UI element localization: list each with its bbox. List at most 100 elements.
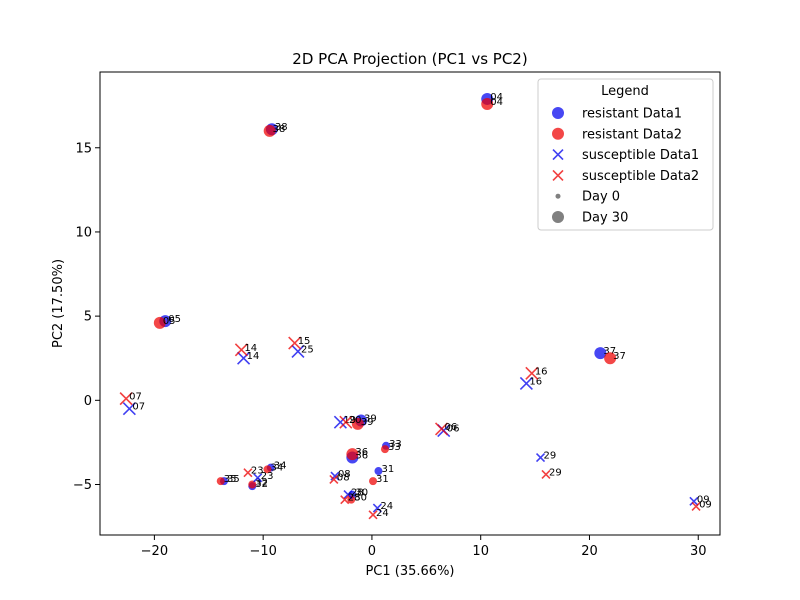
legend-label: Day 0: [582, 190, 620, 205]
data-point: [291, 344, 305, 359]
data-point: [525, 366, 539, 380]
point-label: 08: [338, 469, 351, 480]
y-tick-label: 5: [84, 310, 92, 325]
x-axis: −20 −10 0 10 20 30: [141, 535, 707, 559]
point-label: 19: [343, 415, 356, 426]
data-point: [343, 490, 353, 500]
data-point: [153, 316, 166, 329]
data-point: [119, 392, 133, 406]
point-label: 31: [376, 474, 389, 485]
legend-entry: resistant Data1: [552, 107, 682, 122]
chart-title: 2D PCA Projection (PC1 vs PC2): [292, 50, 527, 68]
data-point: [234, 343, 248, 357]
point-label: 25: [301, 344, 314, 355]
point-label: 34: [271, 462, 284, 473]
point-label: 38: [275, 122, 288, 133]
x-tick-label: 20: [581, 544, 598, 559]
y-axis: −5 0 5 10 15: [73, 141, 100, 493]
legend-label: susceptible Data2: [582, 169, 699, 184]
point-label: 30: [354, 493, 367, 504]
point-label: 16: [529, 376, 542, 387]
point-label: 23: [261, 471, 274, 482]
data-point: [346, 448, 359, 461]
legend: Legend resistant Data1 resistant Data2 sus…: [537, 78, 714, 231]
y-tick-label: −5: [73, 478, 92, 493]
point-label: 16: [535, 366, 548, 377]
data-point: [122, 402, 136, 416]
legend-marker: [552, 149, 564, 161]
x-tick-label: 10: [472, 544, 489, 559]
legend-entries: resistant Data1 resistant Data2 susceptibl…: [552, 107, 699, 226]
point-label: 36: [355, 447, 368, 458]
legend-title: Legend: [601, 84, 649, 99]
legend-entry: resistant Data2: [552, 127, 682, 142]
legend-label: susceptible Data1: [582, 148, 699, 163]
data-point: [369, 477, 378, 486]
legend-entry: susceptible Data1: [552, 148, 699, 163]
data-point: [351, 417, 364, 430]
point-label: 15: [298, 336, 311, 347]
point-label: 38: [273, 124, 286, 135]
y-tick-label: 10: [75, 225, 92, 240]
data-point: [434, 422, 449, 436]
data-point: [237, 351, 251, 365]
legend-label: Day 30: [582, 211, 628, 226]
data-point: [263, 124, 276, 137]
x-tick-label: −20: [141, 544, 168, 559]
y-tick-label: 0: [84, 394, 92, 409]
point-label: 24: [380, 501, 393, 512]
point-label: 07: [132, 402, 145, 413]
plot-frame: [99, 71, 721, 536]
x-tick-label: −10: [249, 544, 276, 559]
point-label: 34: [274, 461, 287, 472]
data-point: [347, 495, 356, 504]
y-axis-title: PC2 (17.50%): [51, 259, 66, 348]
legend-entry: Day 0: [555, 190, 620, 205]
data-point: [253, 473, 263, 483]
point-label: 37: [613, 351, 626, 362]
data-point: [333, 415, 347, 429]
point-label: 23: [251, 466, 264, 477]
data-point: [243, 468, 253, 478]
data-point: [368, 510, 378, 520]
legend-entry: Day 30: [552, 211, 628, 226]
y-tick-label: 15: [75, 141, 92, 156]
data-point: [541, 469, 551, 479]
data-point: [216, 477, 225, 486]
data-point: [604, 352, 617, 365]
data-point: [248, 480, 257, 489]
legend-marker: [552, 169, 564, 181]
point-label: 07: [129, 392, 142, 403]
data-point: [594, 347, 607, 360]
point-label: 05: [163, 316, 176, 327]
point-label: 04: [490, 92, 503, 103]
point-label: 29: [544, 451, 557, 462]
point-label: 39: [364, 414, 377, 425]
point-label: 35: [224, 474, 237, 485]
data-point: [288, 336, 302, 350]
legend-label: resistant Data1: [582, 107, 682, 122]
x-tick-label: 30: [690, 544, 707, 559]
point-label: 06: [445, 422, 458, 433]
point-label: 37: [603, 346, 616, 357]
legend-box: [537, 78, 714, 231]
x-tick-label: 0: [368, 544, 376, 559]
data-point: [263, 465, 272, 474]
data-point: [481, 97, 494, 110]
point-label: 29: [549, 467, 562, 478]
point-label: 06: [447, 424, 460, 435]
data-point: [380, 445, 389, 454]
legend-marker: [552, 211, 564, 223]
point-label: 39: [361, 417, 374, 428]
point-label: 20: [349, 415, 362, 426]
point-label: 08: [337, 472, 350, 483]
data-point: [372, 503, 382, 513]
point-label: 33: [388, 442, 401, 453]
point-label: 30: [355, 488, 368, 499]
point-label: 14: [244, 343, 257, 354]
point-label: 31: [381, 464, 394, 475]
data-point: [691, 501, 701, 511]
data-point: [374, 467, 383, 476]
